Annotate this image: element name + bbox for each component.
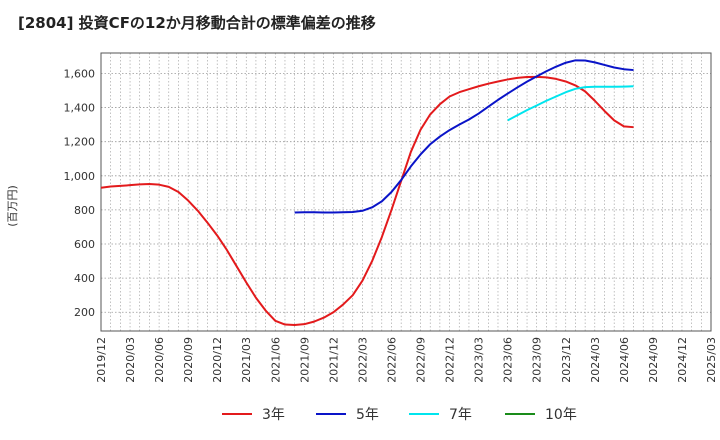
x-tick-label: 2024/03 (589, 337, 602, 383)
series-line-5年 (294, 59, 634, 214)
legend-label: 10年 (545, 407, 577, 423)
x-tick-label: 2020/03 (124, 337, 137, 383)
y-tick-label: 1,600 (64, 67, 96, 80)
y-tick-label: 400 (74, 272, 95, 285)
x-tick-label: 2022/12 (444, 337, 457, 383)
x-tick-label: 2021/09 (298, 337, 311, 383)
x-tick-label: 2020/06 (153, 337, 166, 383)
x-axis-ticks: 2019/12 2020/03 2020/06 2020/09 2020/12 2021/… (95, 337, 718, 383)
y-tick-label: 1,400 (64, 102, 96, 115)
legend-label: 7年 (449, 407, 472, 423)
legend-label: 5年 (356, 407, 379, 423)
y-tick-label: 600 (74, 238, 95, 251)
legend-label: 3年 (262, 407, 285, 423)
x-tick-label: 2020/09 (182, 337, 195, 383)
grid (100, 53, 712, 331)
x-tick-label: 2025/03 (705, 337, 718, 383)
x-tick-label: 2024/06 (618, 337, 631, 383)
legend: 3年 5年 7年 10年 (222, 407, 577, 423)
y-axis-ticks: 200 400 600 800 1,000 1,200 1,400 1,600 (64, 67, 96, 319)
y-tick-label: 1,000 (64, 170, 96, 183)
x-tick-label: 2022/03 (356, 337, 369, 383)
x-tick-label: 2022/06 (385, 337, 398, 383)
y-tick-label: 200 (74, 306, 95, 319)
x-tick-label: 2021/12 (327, 337, 340, 383)
x-tick-label: 2021/06 (269, 337, 282, 383)
series-line-7年 (507, 85, 634, 122)
x-tick-label: 2020/12 (211, 337, 224, 383)
x-tick-label: 2019/12 (95, 337, 108, 383)
x-tick-label: 2022/09 (415, 337, 428, 383)
x-tick-label: 2024/09 (647, 337, 660, 383)
x-tick-label: 2023/06 (502, 337, 515, 383)
plot-frame (100, 52, 712, 332)
y-axis-label: (百万円) (6, 185, 19, 227)
y-tick-label: 800 (74, 204, 95, 217)
x-tick-label: 2023/09 (531, 337, 544, 383)
x-tick-label: 2023/03 (473, 337, 486, 383)
series-lines (100, 59, 634, 327)
y-tick-label: 1,200 (64, 136, 96, 149)
x-tick-label: 2024/12 (676, 337, 689, 383)
x-tick-label: 2023/12 (560, 337, 573, 383)
x-tick-label: 2021/03 (240, 337, 253, 383)
series-line-3年 (100, 75, 634, 327)
chart-title: [2804] 投資CFの12か月移動合計の標準偏差の推移 (18, 14, 376, 32)
